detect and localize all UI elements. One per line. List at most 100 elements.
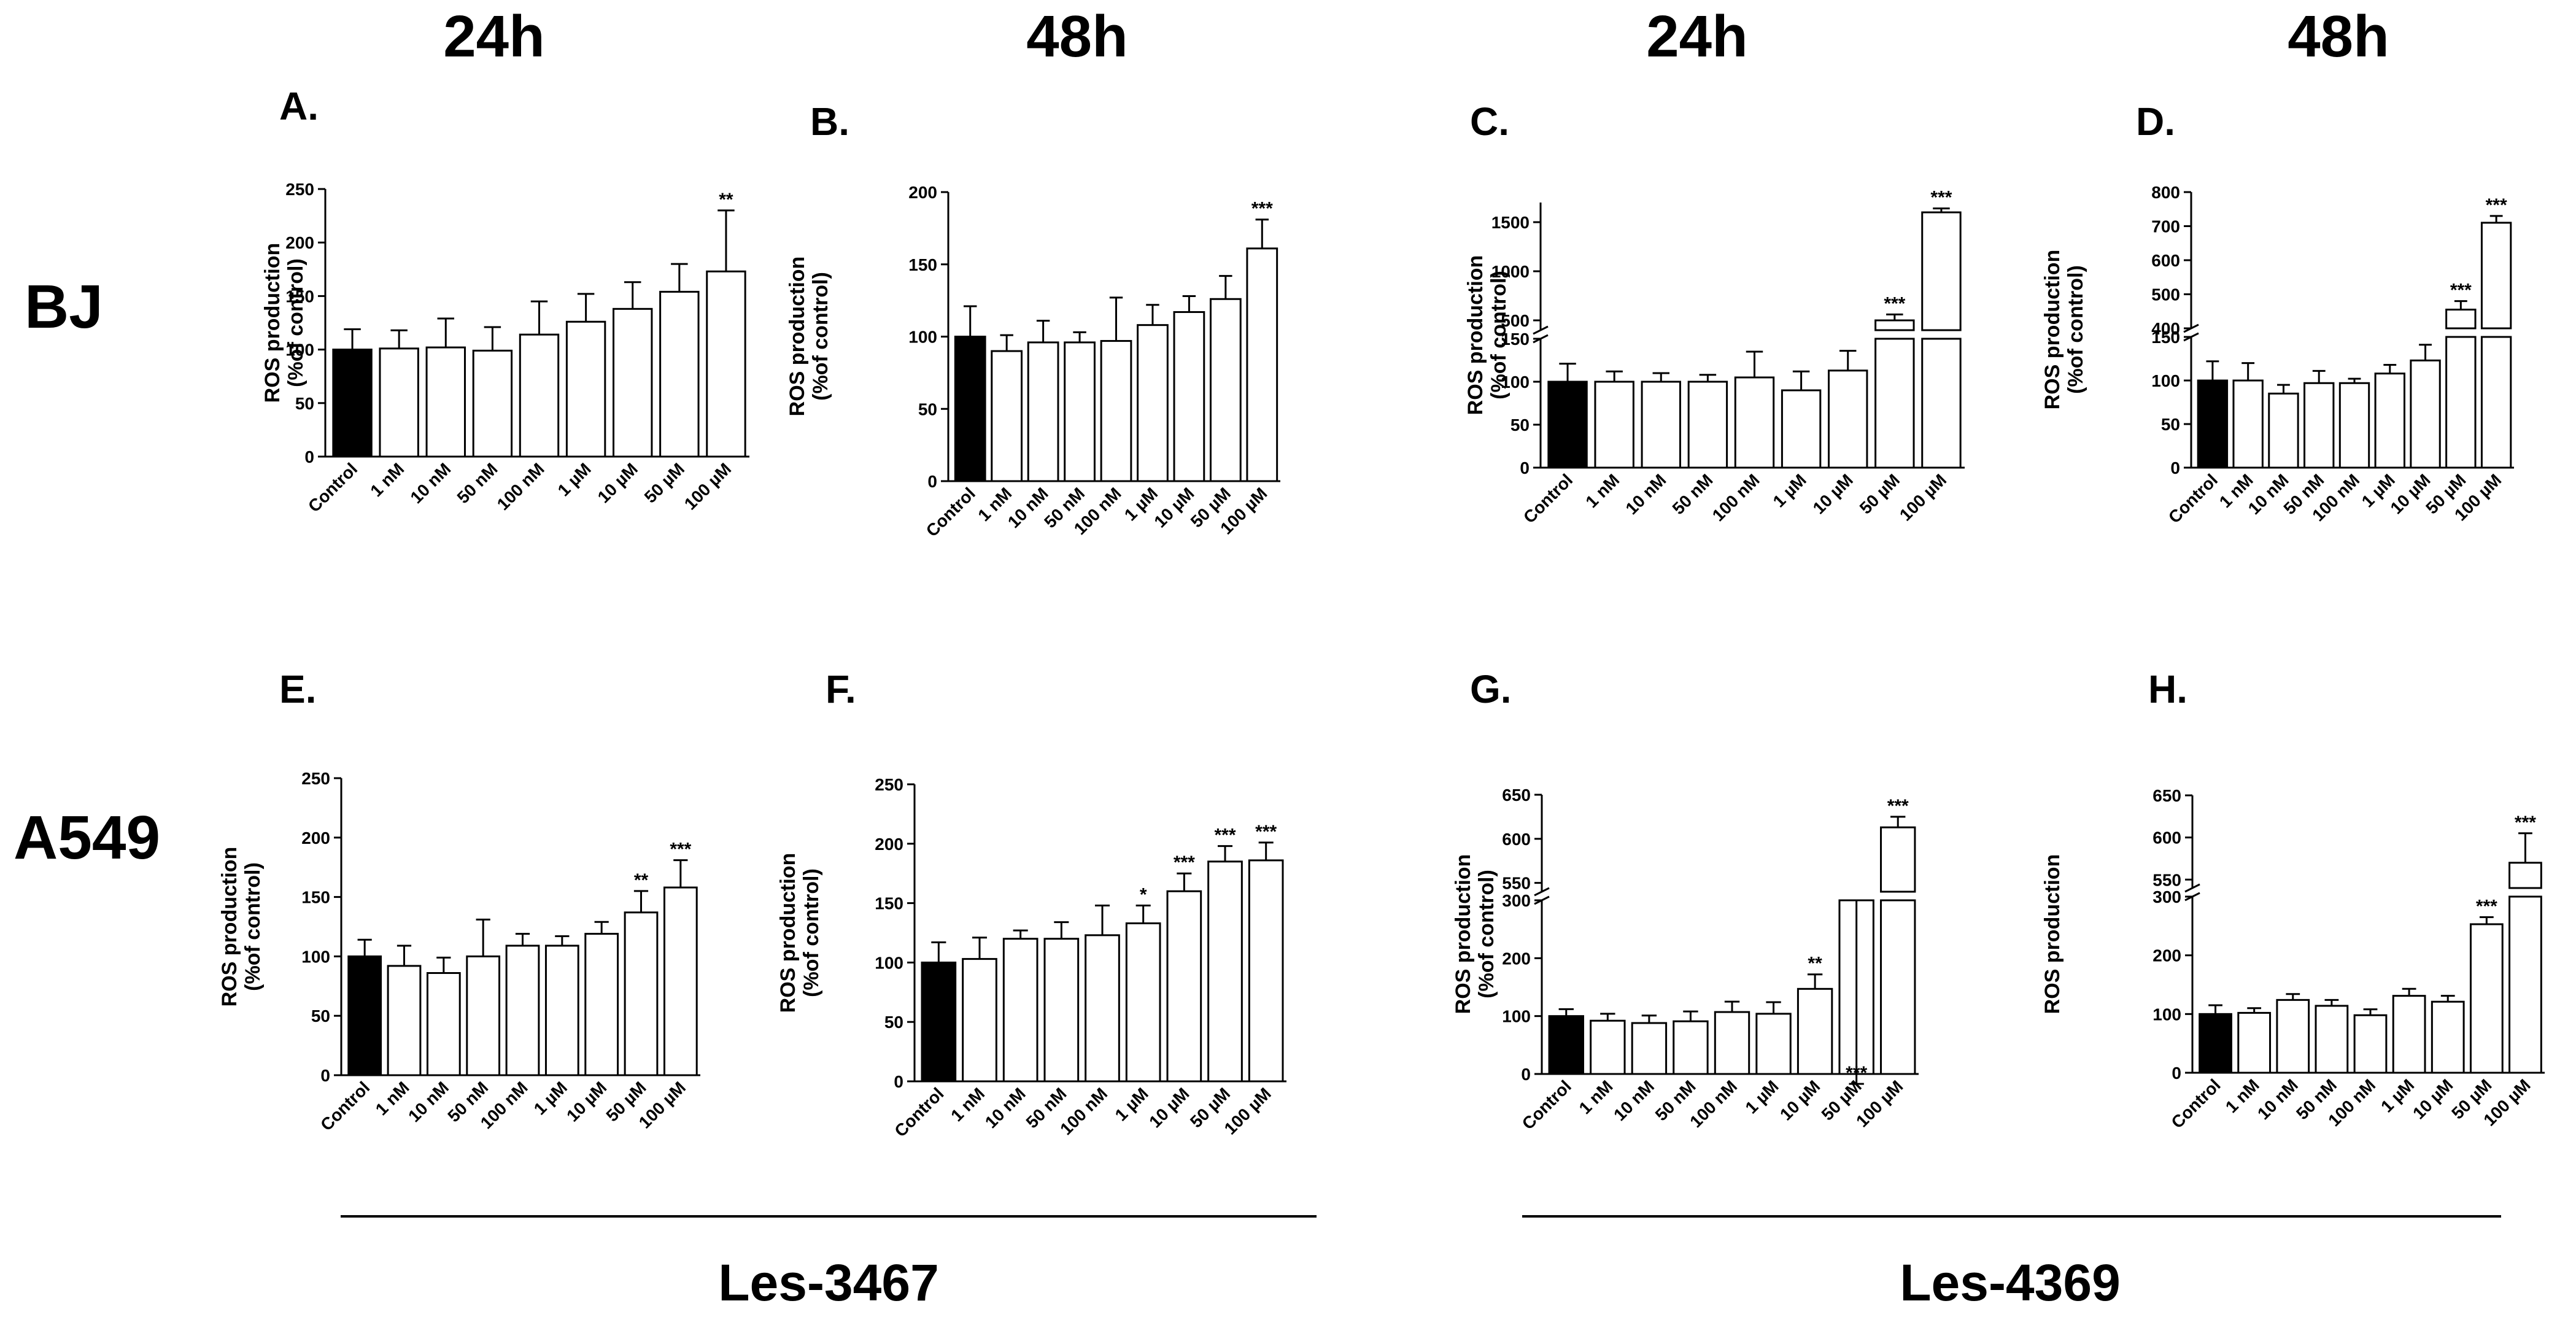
y-tick-label: 100 (2152, 1005, 2181, 1024)
significance-label: ** (634, 870, 649, 890)
bar (347, 955, 382, 1076)
bar (663, 886, 698, 1076)
significance-label: *** (670, 840, 691, 860)
y-tick-label: 650 (2152, 786, 2181, 805)
bar (1100, 340, 1132, 482)
bar (379, 347, 419, 458)
bar-upper (2508, 862, 2542, 889)
significance-label: *** (1174, 852, 1195, 873)
x-category-label: 100 µM (681, 459, 735, 513)
y-tick-label: 50 (2161, 415, 2180, 434)
row-label-bj: BJ (25, 272, 103, 341)
y-tick-label: 600 (1502, 830, 1531, 849)
y-tick-label: 200 (875, 835, 903, 854)
y-tick-label: 200 (1502, 949, 1531, 968)
y-tick-label: 250 (875, 775, 903, 794)
bar (1797, 987, 1833, 1075)
y-tick-label: 150 (875, 894, 903, 913)
bar (1173, 311, 1205, 482)
bar (1064, 341, 1096, 482)
chart-panel-b: B. 0 50 100 150 200 ROS production(%of control… (786, 99, 1280, 541)
bar (613, 307, 653, 458)
bar (425, 346, 466, 458)
column-header-48h-les4369: 48h (2288, 4, 2389, 69)
panel-letter: A. (279, 84, 319, 128)
x-category-label: 10 µM (2409, 1075, 2456, 1122)
panel-letter: H. (2148, 667, 2187, 711)
y-axis-label: ROS production(%of control) (2041, 250, 2087, 410)
bar (2392, 995, 2426, 1074)
column-header-24h-les3467: 24h (443, 4, 545, 69)
panel-letter: F. (826, 667, 856, 711)
x-category-label: 10 nM (1004, 484, 1052, 531)
bar (2374, 373, 2405, 469)
bar (1548, 1015, 1584, 1075)
x-category-label: Control (1518, 1076, 1575, 1133)
y-tick-label: 100 (301, 947, 330, 966)
y-tick-label: 50 (884, 1013, 903, 1032)
significance-label: *** (2515, 813, 2536, 833)
bar-upper (2445, 308, 2477, 330)
y-axis-label: ROS production (2041, 854, 2064, 1014)
bar (1828, 369, 1868, 469)
x-category-label: 10 µM (2386, 470, 2434, 517)
y-tick-label: 100 (1501, 373, 1530, 392)
bar (544, 944, 579, 1076)
bar (962, 958, 997, 1083)
y-tick-label: 200 (285, 233, 314, 252)
bar (1125, 922, 1161, 1083)
y-tick-label: 600 (2151, 251, 2180, 270)
y-axis-label: ROS production(%of control) (786, 257, 832, 417)
y-tick-label: 150 (301, 888, 330, 907)
bar (1755, 1013, 1792, 1075)
bar (584, 933, 619, 1076)
panel-letter: B. (810, 99, 849, 144)
y-tick-label: 150 (1501, 330, 1530, 349)
bar (2276, 998, 2310, 1074)
x-category-label: 10 nM (981, 1084, 1029, 1132)
x-category-label: 1 nM (1582, 470, 1623, 511)
x-category-label: Control (2165, 470, 2221, 527)
y-tick-label: 600 (2152, 828, 2181, 848)
significance-label: *** (1214, 825, 1236, 846)
y-tick-label: 550 (1502, 874, 1531, 893)
x-category-label: 10 nM (404, 1078, 452, 1126)
y-tick-label: 50 (311, 1006, 330, 1025)
significance-label: ** (1808, 954, 1822, 974)
y-axis-label-line2: (%of control) (284, 258, 307, 387)
chart-panel-a: A. 0 50 100 150 200 250 ROS production(%of cont… (261, 84, 749, 516)
y-tick-label: 0 (1521, 1065, 1531, 1084)
bar-upper (1874, 319, 1915, 331)
x-category-label: 10 µM (1145, 1084, 1193, 1131)
significance-label: *** (1884, 293, 1905, 314)
bar (2338, 382, 2370, 469)
y-tick-label: 100 (285, 341, 314, 360)
y-tick-label: 0 (1520, 458, 1530, 477)
bar (1687, 380, 1728, 469)
y-axis-label-line2: (%of control) (241, 862, 265, 991)
significance-label: *** (1255, 822, 1277, 842)
y-axis-label-line2: (%of control) (1487, 271, 1510, 400)
significance-label: *** (1251, 199, 1273, 219)
y-tick-label: 100 (1502, 1007, 1531, 1026)
bar (426, 972, 461, 1076)
compound-bracket-les4369 (1522, 1215, 2501, 1218)
y-axis-label-line1: ROS production (786, 257, 809, 417)
panel-letter: G. (1470, 667, 1512, 711)
y-tick-label: 100 (875, 953, 903, 972)
bar-lower (2508, 895, 2542, 1074)
y-tick-label: 800 (2151, 183, 2180, 202)
y-tick-label: 0 (2170, 458, 2180, 477)
y-axis-label: ROS production(%of control) (1452, 854, 1498, 1014)
y-tick-label: 150 (2151, 328, 2180, 347)
bar (505, 944, 540, 1076)
x-category-label: Control (304, 459, 361, 516)
y-tick-label: 250 (301, 769, 330, 788)
bar (2410, 359, 2441, 469)
bar (1734, 376, 1775, 469)
bar (1590, 1019, 1626, 1075)
bar (1246, 247, 1278, 482)
